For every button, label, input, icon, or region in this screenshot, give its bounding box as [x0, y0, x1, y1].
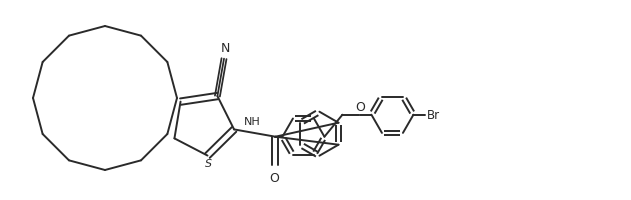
- Text: O: O: [269, 171, 280, 184]
- Text: N: N: [220, 41, 230, 54]
- Text: NH: NH: [244, 116, 261, 126]
- Text: O: O: [355, 100, 365, 113]
- Text: S: S: [204, 158, 211, 168]
- Text: Br: Br: [427, 109, 440, 122]
